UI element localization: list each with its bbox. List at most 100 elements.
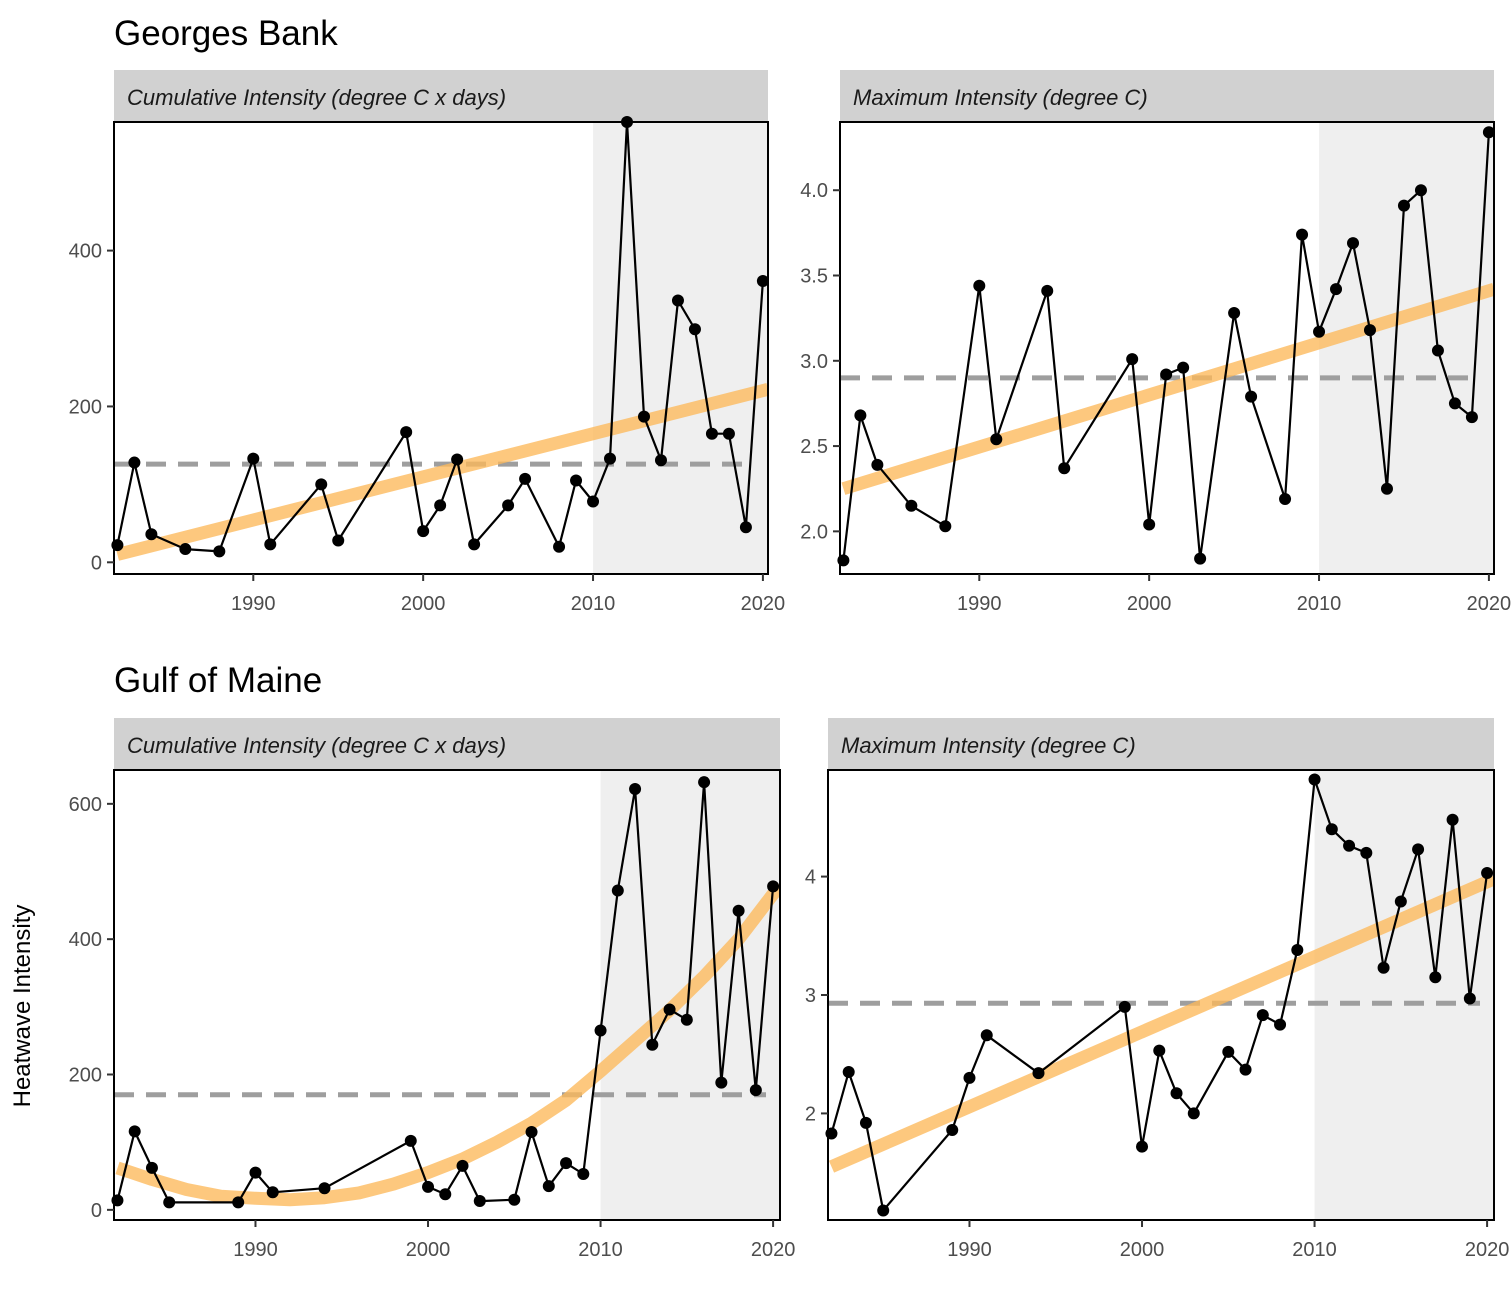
x-tick-label: 2020: [1465, 1239, 1510, 1261]
data-point: [502, 499, 515, 512]
data-point: [1481, 867, 1494, 880]
data-point: [1343, 839, 1356, 852]
data-point: [456, 1159, 469, 1172]
data-point: [990, 433, 1003, 446]
data-point: [247, 452, 260, 465]
panel-border: [113, 121, 769, 575]
y-tick-label: 0: [91, 1200, 102, 1222]
data-point: [1431, 344, 1444, 357]
data-point: [767, 880, 780, 893]
data-point: [705, 427, 718, 440]
trend-line: [115, 881, 780, 1207]
facet-strip: [114, 70, 768, 122]
data-point: [1177, 361, 1190, 374]
data-point: [417, 525, 430, 538]
y-tick-label: 600: [69, 794, 102, 816]
data-point: [560, 1157, 573, 1170]
facet-strip: [840, 70, 1494, 122]
facet-strip: [114, 718, 780, 770]
data-point: [1041, 284, 1054, 297]
data-point: [553, 540, 566, 553]
data-point: [654, 454, 667, 467]
facet-strip-label: Maximum Intensity (degree C): [841, 733, 1136, 758]
data-point: [1245, 390, 1258, 403]
x-tick-label: 2000: [406, 1239, 451, 1261]
data-point: [663, 1003, 676, 1016]
data-point: [877, 1204, 890, 1217]
data-point: [1058, 462, 1071, 475]
data-point: [680, 1013, 693, 1026]
data-point: [1194, 552, 1207, 565]
data-point: [1377, 961, 1390, 974]
y-tick-label: 0: [91, 552, 102, 574]
data-point: [1279, 492, 1292, 505]
panel-title: Gulf of Maine: [114, 661, 322, 700]
data-point: [1465, 411, 1478, 424]
y-tick-label: 2: [805, 1103, 816, 1125]
data-point: [404, 1134, 417, 1147]
y-axis-title: Heatwave Intensity: [9, 905, 36, 1108]
data-point: [1429, 971, 1442, 984]
trend-line: [828, 872, 1494, 1173]
data-point: [646, 1038, 659, 1051]
data-point: [1143, 518, 1156, 531]
panel-2: Maximum Intensity (degree C) 2.0 2.5 3.0 3.5…: [800, 70, 1511, 615]
x-tick-label: 2000: [401, 593, 446, 615]
x-tick-label: 2020: [751, 1239, 796, 1261]
data-point: [1347, 237, 1360, 250]
data-point: [842, 1065, 855, 1078]
data-point: [1228, 307, 1241, 320]
data-point: [128, 1125, 141, 1138]
data-point: [1313, 325, 1326, 338]
data-point: [629, 782, 642, 795]
panel-3: Gulf of Maine Cumulative Intensity (degre…: [69, 661, 796, 1261]
facet-strip-label: Cumulative Intensity (degree C x days): [127, 85, 506, 110]
data-point: [468, 538, 481, 551]
data-point: [1330, 283, 1343, 296]
data-point: [973, 279, 986, 292]
data-point: [1412, 843, 1425, 856]
data-point: [1397, 199, 1410, 212]
data-point: [422, 1180, 435, 1193]
data-point: [871, 458, 884, 471]
trend-line: [841, 282, 1494, 495]
data-point: [1291, 944, 1304, 956]
data-point: [749, 1084, 762, 1097]
data-point: [1463, 992, 1476, 1005]
data-point: [145, 1161, 158, 1174]
x-tick-label: 2010: [1297, 593, 1342, 615]
data-point: [905, 499, 918, 512]
data-point: [637, 410, 650, 423]
y-tick-label: 200: [69, 396, 102, 418]
data-point: [473, 1195, 486, 1208]
data-point: [525, 1126, 538, 1139]
panel-border: [113, 769, 781, 1221]
data-point: [315, 478, 328, 491]
panel-title: Georges Bank: [114, 14, 338, 53]
panels: Georges Bank Cumulative Intensity (degree…: [69, 14, 1512, 1261]
data-point: [587, 495, 600, 508]
data-point: [163, 1196, 176, 1209]
data-point: [756, 274, 769, 287]
x-tick-label: 1990: [231, 593, 276, 615]
data-point: [519, 472, 532, 485]
data-point: [604, 452, 617, 465]
data-point: [232, 1196, 245, 1209]
data-point: [739, 521, 752, 534]
data-point: [1118, 1000, 1131, 1013]
y-tick-label: 4: [805, 867, 816, 889]
data-point: [946, 1124, 959, 1136]
panel-1: Georges Bank Cumulative Intensity (degree…: [69, 14, 786, 615]
data-point: [1394, 895, 1407, 908]
data-point: [145, 528, 158, 541]
x-tick-label: 2010: [1292, 1239, 1337, 1261]
data-point: [1448, 397, 1461, 410]
y-tick-label: 3.0: [800, 351, 828, 373]
data-point: [688, 323, 701, 336]
panel-border: [839, 121, 1495, 575]
data-point: [594, 1024, 607, 1037]
data-point: [715, 1076, 728, 1089]
data-point: [1360, 846, 1373, 859]
data-point: [1136, 1140, 1149, 1153]
y-tick-label: 200: [69, 1065, 102, 1087]
